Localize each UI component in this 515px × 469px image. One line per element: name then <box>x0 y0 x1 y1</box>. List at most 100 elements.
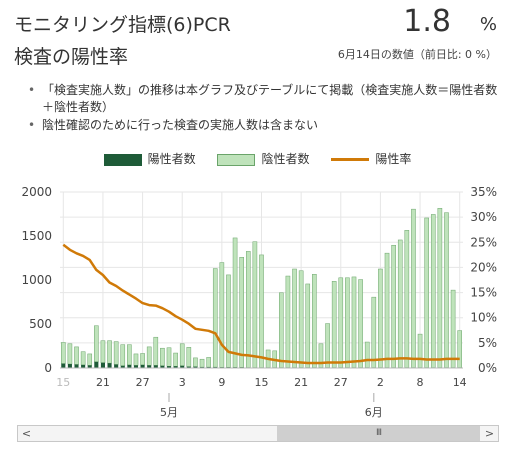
bar-negative <box>457 330 462 368</box>
bar-positive <box>107 363 112 368</box>
bar-positive <box>74 364 79 368</box>
bar-negative <box>67 343 73 365</box>
legend-rate-label: 陽性率 <box>375 152 412 166</box>
y-right-tick-label: 5% <box>478 336 497 350</box>
chart-scrollbar[interactable]: < III > <box>17 425 499 442</box>
bar-negative <box>133 353 139 366</box>
bar-negative <box>232 237 238 368</box>
bar-negative <box>107 340 112 364</box>
bar-negative <box>120 344 126 367</box>
bar-negative <box>444 212 449 368</box>
x-tick-label: 21 <box>96 376 110 389</box>
bar-negative <box>331 281 337 368</box>
chart-legend: 陽性者数 陰性者数 陽性率 <box>0 150 515 167</box>
bar-negative <box>94 325 99 363</box>
current-rate-unit: % <box>479 14 497 35</box>
bar-negative <box>424 217 429 368</box>
page-title-line2: 検査の陽性率 <box>14 46 129 68</box>
legend-negative[interactable]: 陰性者数 <box>217 150 310 167</box>
y-right-tick-label: 30% <box>470 210 497 224</box>
bar-positive <box>180 365 185 368</box>
x-tick-label: 2 <box>377 376 384 389</box>
bar-negative <box>437 208 443 368</box>
x-tick-label: 27 <box>136 376 150 389</box>
bar-negative <box>206 357 211 368</box>
bar-positive <box>166 366 172 368</box>
bar-negative <box>397 239 403 368</box>
x-tick-label: 3 <box>179 376 186 389</box>
bar-negative <box>173 352 178 367</box>
legend-positive-label: 陽性者数 <box>147 152 196 166</box>
legend-negative-label: 陰性者数 <box>261 152 310 166</box>
x-tick-label: 9 <box>218 376 225 389</box>
bar-negative <box>87 353 93 366</box>
y-left-tick-label: 0 <box>44 361 52 375</box>
current-rate-value: 1.8 <box>403 4 451 39</box>
x-tick-label: 14 <box>453 376 467 389</box>
bar-positive <box>153 365 158 368</box>
bar-negative <box>325 323 330 368</box>
bar-negative <box>179 343 185 367</box>
bar-negative <box>259 254 264 368</box>
y-left-tick-label: 2000 <box>21 185 52 199</box>
bar-negative <box>153 336 159 366</box>
legend-rate[interactable]: 陽性率 <box>331 150 411 167</box>
x-tick-label: 8 <box>417 376 424 389</box>
bar-positive <box>114 364 119 368</box>
bar-positive <box>186 366 191 368</box>
y-right-tick-label: 25% <box>470 235 497 249</box>
bar-negative <box>450 289 456 368</box>
bar-negative <box>430 214 436 368</box>
x-tick-label: 15 <box>56 376 70 389</box>
bar-negative <box>279 292 284 368</box>
bar-positive <box>67 364 72 368</box>
bar-negative <box>345 277 350 368</box>
x-tick-label: 15 <box>255 376 269 389</box>
bar-negative <box>146 346 152 366</box>
bar-negative <box>199 358 205 368</box>
bar-negative <box>160 347 165 367</box>
bar-negative <box>371 296 377 368</box>
bar-positive <box>133 365 139 368</box>
bar-negative <box>285 275 291 368</box>
bar-negative <box>312 274 317 368</box>
bar-negative <box>252 241 258 368</box>
bar-negative <box>417 333 423 368</box>
bar-positive <box>61 363 66 368</box>
bar-negative <box>140 353 145 366</box>
y-right-tick-label: 0% <box>478 361 497 375</box>
bar-negative <box>404 230 410 368</box>
bar-negative <box>212 268 218 368</box>
x-month-label: 6月 <box>365 406 383 419</box>
legend-positive-swatch <box>103 153 142 166</box>
bar-negative <box>100 340 106 363</box>
rate-line <box>62 243 460 365</box>
bar-positive <box>120 365 125 368</box>
bar-negative <box>411 208 416 368</box>
note-item: 陰性確認のために行った検査の実施人数は含まない <box>28 117 498 134</box>
bar-negative <box>193 357 198 367</box>
legend-rate-swatch <box>331 158 370 161</box>
bar-negative <box>384 252 390 368</box>
scroll-thumb[interactable]: III <box>277 426 480 441</box>
legend-positive[interactable]: 陽性者数 <box>103 150 196 167</box>
y-left-tick-label: 500 <box>29 317 52 331</box>
bar-negative <box>127 344 132 366</box>
y-right-tick-label: 10% <box>470 311 497 325</box>
scroll-right-button[interactable]: > <box>484 427 495 440</box>
y-left-tick-label: 1500 <box>21 229 52 243</box>
notes-list: 「検査実施人数」の推移は本グラフ及びテーブルにて掲載（検査実施人数＝陽性者数＋陰… <box>28 82 498 135</box>
bar-negative <box>80 351 86 366</box>
bar-positive <box>87 365 92 368</box>
bar-positive <box>147 365 152 368</box>
bar-negative <box>351 276 357 368</box>
bar-negative <box>186 347 192 367</box>
y-right-tick-label: 20% <box>470 260 497 274</box>
bar-positive <box>140 364 145 368</box>
bar-negative <box>364 341 370 368</box>
bar-negative <box>378 268 383 368</box>
y-left-tick-label: 1000 <box>21 273 52 287</box>
bar-negative <box>74 346 79 365</box>
scroll-left-button[interactable]: < <box>21 427 32 440</box>
legend-negative-swatch <box>217 153 256 166</box>
